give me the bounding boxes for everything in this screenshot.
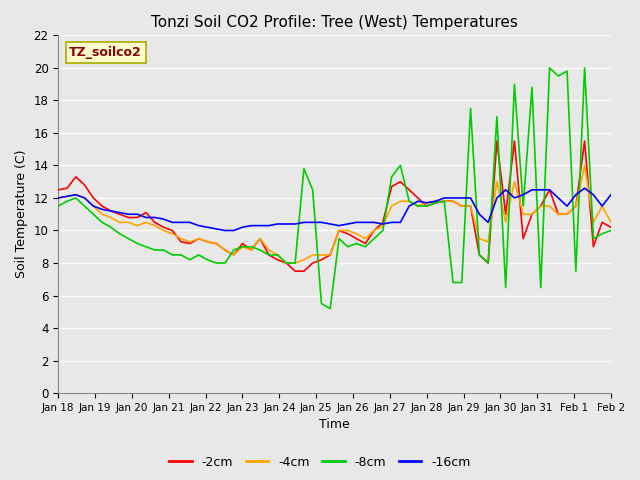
-2cm [54, 187, 62, 192]
-8cm [423, 203, 431, 209]
-16cm [371, 219, 378, 225]
Legend: -2cm, -4cm, -8cm, -16cm: -2cm, -4cm, -8cm, -16cm [164, 451, 476, 474]
-8cm [54, 203, 62, 209]
-16cm [221, 228, 228, 233]
-16cm [54, 195, 62, 201]
Line: -16cm: -16cm [58, 188, 611, 230]
-2cm [371, 228, 378, 233]
-8cm [607, 228, 615, 233]
Line: -4cm: -4cm [58, 166, 611, 263]
-16cm [423, 200, 431, 206]
-4cm [282, 260, 290, 266]
Line: -2cm: -2cm [58, 141, 611, 271]
-16cm [607, 192, 615, 198]
-8cm [371, 236, 378, 241]
-16cm [580, 185, 588, 191]
-8cm [335, 236, 343, 241]
-4cm [371, 228, 378, 233]
-2cm [414, 195, 422, 201]
-4cm [414, 203, 422, 209]
-4cm [125, 219, 132, 225]
-8cm [282, 260, 290, 266]
-2cm [607, 224, 615, 230]
-2cm [291, 268, 299, 274]
-2cm [335, 228, 343, 233]
X-axis label: Time: Time [319, 419, 350, 432]
Text: TZ_soilco2: TZ_soilco2 [69, 46, 142, 59]
-8cm [125, 236, 132, 241]
-16cm [291, 221, 299, 227]
Title: Tonzi Soil CO2 Profile: Tree (West) Temperatures: Tonzi Soil CO2 Profile: Tree (West) Temp… [151, 15, 518, 30]
-8cm [326, 306, 334, 312]
-4cm [423, 200, 431, 206]
-16cm [335, 223, 343, 228]
-4cm [607, 219, 615, 225]
-2cm [125, 215, 132, 220]
-2cm [423, 203, 431, 209]
-8cm [414, 203, 422, 209]
-4cm [580, 163, 588, 168]
-16cm [414, 198, 422, 204]
-16cm [125, 211, 132, 217]
Y-axis label: Soil Temperature (C): Soil Temperature (C) [15, 150, 28, 278]
-4cm [291, 260, 299, 266]
-8cm [546, 65, 554, 71]
-2cm [282, 260, 290, 266]
-2cm [493, 138, 500, 144]
-4cm [335, 228, 343, 233]
Line: -8cm: -8cm [58, 68, 611, 309]
-4cm [54, 195, 62, 201]
